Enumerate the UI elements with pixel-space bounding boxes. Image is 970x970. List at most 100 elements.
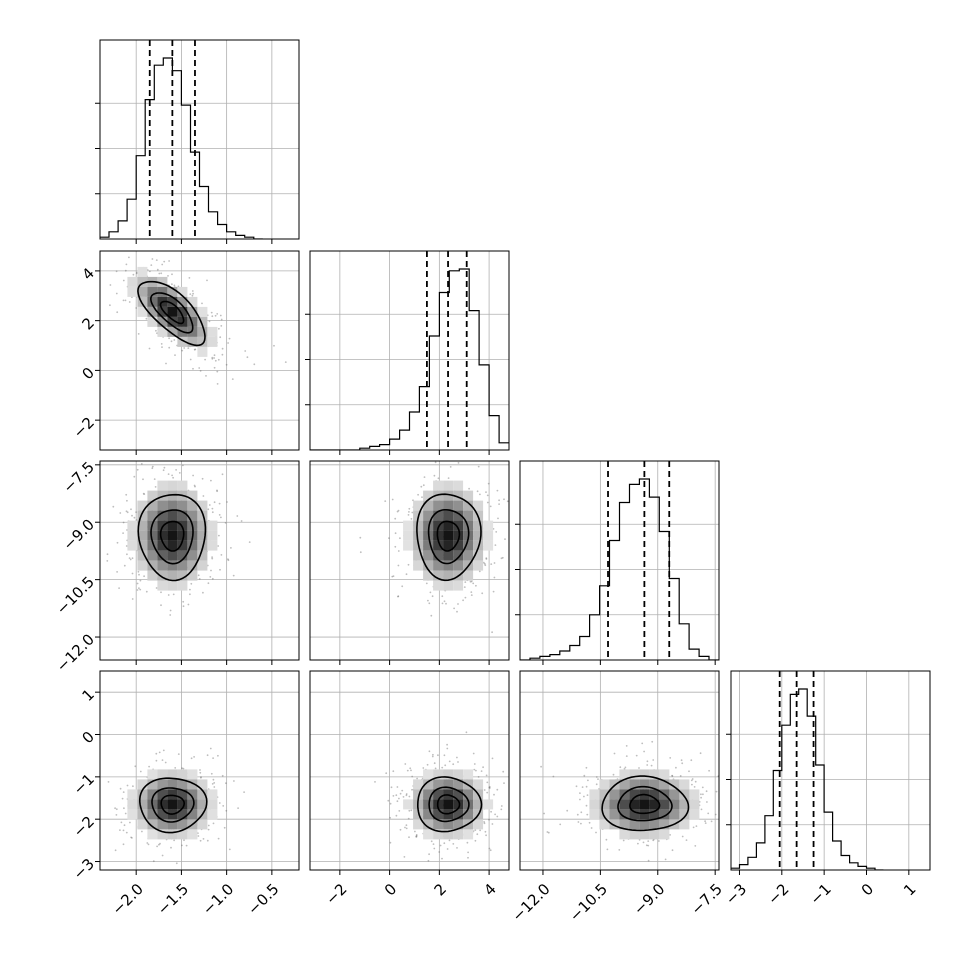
density-cell — [659, 779, 670, 790]
sample-point — [359, 551, 362, 554]
sample-point — [669, 834, 671, 836]
sample-point — [217, 545, 220, 547]
density-cell — [157, 326, 168, 337]
sample-point — [470, 580, 473, 583]
sample-point — [421, 496, 423, 499]
contour-level-1 — [427, 509, 470, 565]
density-cells — [127, 266, 218, 357]
y-tick-label: −3 — [70, 855, 98, 883]
sample-point — [171, 283, 173, 286]
sample-point — [408, 507, 411, 510]
sample-point — [410, 809, 413, 812]
sample-point — [236, 515, 239, 517]
density-cell — [413, 779, 424, 790]
density-cell — [157, 550, 168, 561]
density-cell — [413, 789, 424, 800]
sample-point — [142, 478, 144, 481]
density-cell — [463, 540, 474, 551]
contour-level-0 — [629, 793, 661, 815]
sample-point — [193, 756, 196, 758]
sample-point — [182, 600, 185, 603]
y-tick-label: 0 — [79, 728, 98, 747]
y-tick-label: −9.0 — [60, 516, 98, 554]
sample-point — [581, 786, 584, 788]
sample-point — [441, 595, 444, 598]
contour-level-2 — [137, 493, 207, 582]
density-cells — [403, 769, 494, 840]
sample-point — [692, 826, 695, 829]
sample-point — [700, 796, 702, 799]
sample-point — [167, 594, 170, 596]
density-cell — [167, 789, 178, 800]
sample-point — [155, 759, 158, 762]
sample-point — [138, 573, 140, 576]
sample-point — [491, 757, 494, 760]
density-cell — [463, 789, 474, 800]
sample-point — [497, 517, 499, 520]
density-cell — [433, 809, 444, 820]
density-cell — [177, 769, 188, 780]
sample-point — [173, 284, 176, 287]
sample-point — [496, 788, 499, 791]
density-cell — [177, 510, 188, 521]
sample-point — [439, 844, 442, 847]
density-cell — [433, 570, 444, 581]
sample-point — [137, 333, 140, 335]
density-cell — [629, 819, 640, 830]
sample-point — [428, 602, 431, 605]
sample-point — [151, 258, 154, 260]
panel-0-0 — [95, 39, 300, 244]
sample-point — [128, 301, 131, 303]
sample-point — [284, 361, 287, 363]
density-cell — [413, 530, 424, 541]
density-cell — [187, 540, 198, 551]
density-cell — [157, 490, 168, 501]
density-cell — [187, 779, 198, 790]
sample-point — [476, 833, 479, 836]
density-cell — [679, 799, 690, 810]
sample-point — [161, 346, 163, 348]
sample-point — [207, 828, 210, 831]
sample-point — [500, 805, 503, 807]
density-cell — [187, 570, 198, 581]
density-cell — [207, 540, 218, 551]
sample-point — [201, 302, 203, 305]
sample-point — [212, 778, 215, 781]
sample-point — [477, 465, 480, 468]
sample-point — [132, 785, 134, 788]
density-cell — [453, 809, 464, 820]
panel-frame — [309, 460, 510, 661]
panel-frame — [99, 670, 300, 871]
density-cells — [127, 480, 218, 591]
sample-point — [587, 779, 589, 782]
sample-point — [175, 862, 178, 865]
sample-point — [409, 767, 412, 770]
panel-3-0: −3 −2 −1 0 1 −2.0 −1.5 −1.0 −0.5 — [70, 670, 300, 919]
sample-point — [189, 588, 191, 591]
sample-point — [136, 589, 139, 591]
sample-point — [211, 783, 214, 785]
density-cell — [413, 560, 424, 571]
sample-point — [482, 561, 485, 564]
sample-point — [190, 582, 193, 585]
sample-point — [448, 839, 451, 842]
sample-point — [122, 532, 124, 534]
density-cell — [137, 296, 148, 307]
sample-point — [121, 797, 124, 800]
sample-point — [664, 858, 667, 861]
density-cell — [207, 530, 218, 541]
sample-point — [395, 814, 398, 817]
density-cell — [157, 316, 168, 327]
sample-point — [416, 777, 418, 780]
density-cell — [157, 779, 168, 790]
sample-point — [397, 509, 400, 512]
sample-point — [606, 848, 609, 851]
sample-point — [146, 842, 149, 844]
sample-point — [158, 843, 160, 846]
density-cell — [403, 540, 414, 551]
sample-point — [204, 358, 207, 361]
sample-point — [160, 591, 162, 594]
density-cell — [669, 809, 680, 820]
sample-point — [398, 810, 401, 812]
sample-point — [635, 754, 638, 757]
